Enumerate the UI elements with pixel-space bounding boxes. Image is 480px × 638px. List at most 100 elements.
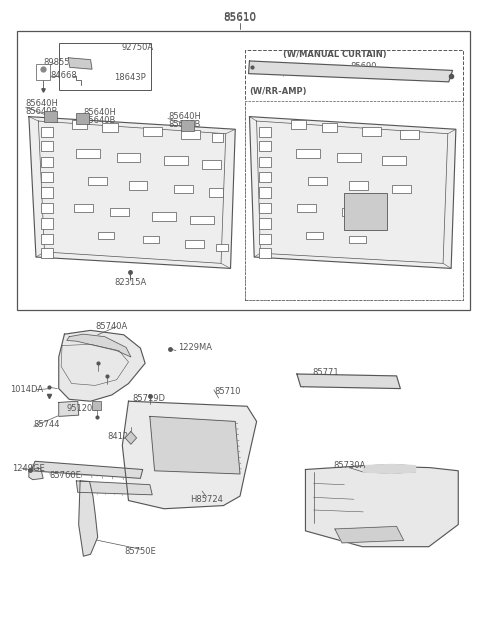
Bar	[259, 157, 271, 167]
Polygon shape	[29, 117, 235, 269]
Text: 1229MA: 1229MA	[179, 343, 212, 352]
Bar	[349, 235, 366, 243]
Bar	[17, 31, 470, 309]
Bar	[322, 123, 337, 132]
Text: 84129: 84129	[107, 431, 133, 440]
Polygon shape	[305, 466, 458, 547]
Bar	[92, 401, 101, 410]
Polygon shape	[76, 481, 152, 495]
Bar	[72, 121, 87, 130]
Bar	[59, 43, 151, 90]
Bar	[76, 149, 100, 158]
Bar	[342, 208, 361, 216]
Polygon shape	[363, 464, 416, 473]
Bar	[392, 185, 411, 193]
Text: 85710: 85710	[214, 387, 240, 396]
Text: 85640B: 85640B	[84, 116, 116, 125]
Bar	[97, 232, 114, 239]
Bar	[259, 188, 271, 198]
Text: 82315A: 82315A	[115, 278, 147, 288]
Text: 85730A: 85730A	[333, 461, 365, 470]
Bar	[41, 248, 53, 258]
Bar	[109, 208, 129, 216]
Text: 85690: 85690	[350, 61, 377, 71]
Bar	[259, 203, 271, 212]
Text: 85744: 85744	[34, 420, 60, 429]
Text: 1014DA: 1014DA	[10, 385, 43, 394]
Bar	[102, 123, 118, 132]
Bar	[209, 188, 223, 197]
Bar	[129, 181, 147, 189]
Bar	[337, 152, 361, 161]
Polygon shape	[335, 526, 404, 543]
Polygon shape	[125, 431, 137, 444]
Bar	[291, 121, 306, 130]
Bar	[400, 130, 420, 138]
Text: 92750A: 92750A	[122, 43, 154, 52]
Polygon shape	[59, 330, 145, 401]
Bar	[259, 128, 271, 137]
Bar	[152, 212, 176, 221]
Polygon shape	[59, 401, 79, 417]
Polygon shape	[250, 117, 456, 269]
Bar	[185, 240, 204, 248]
Bar	[202, 160, 221, 169]
Bar	[383, 156, 406, 165]
Polygon shape	[122, 401, 257, 508]
Text: 85740A: 85740A	[96, 322, 128, 331]
Bar	[41, 172, 53, 182]
Polygon shape	[150, 417, 240, 474]
Bar	[74, 204, 93, 212]
Bar	[212, 133, 223, 142]
Bar	[76, 113, 89, 124]
Bar	[349, 181, 368, 189]
Bar	[216, 244, 228, 251]
Bar	[259, 218, 271, 228]
Text: 85610: 85610	[224, 13, 256, 23]
Text: 85640H: 85640H	[168, 112, 201, 121]
Polygon shape	[249, 61, 453, 82]
Bar	[41, 157, 53, 167]
Bar	[164, 156, 188, 165]
Polygon shape	[31, 461, 143, 478]
Bar	[344, 193, 387, 230]
Bar	[41, 141, 53, 151]
Bar	[117, 152, 140, 161]
Bar	[41, 128, 53, 137]
Text: 95120C: 95120C	[66, 404, 98, 413]
Bar	[41, 188, 53, 198]
Bar	[41, 218, 53, 228]
Bar	[41, 203, 53, 212]
Bar	[174, 185, 192, 193]
Bar	[297, 204, 316, 212]
Text: 1249GE: 1249GE	[12, 464, 45, 473]
Bar	[88, 177, 107, 185]
Text: 85719D: 85719D	[132, 394, 166, 403]
Text: 85640B: 85640B	[168, 120, 200, 129]
Bar	[362, 127, 382, 136]
Bar	[308, 177, 327, 185]
Bar	[44, 111, 57, 122]
Bar	[259, 234, 271, 244]
Bar	[41, 234, 53, 244]
Bar	[259, 248, 271, 258]
Bar	[181, 120, 194, 131]
Bar	[143, 235, 159, 243]
Text: (W/MANUAL CURTAIN): (W/MANUAL CURTAIN)	[283, 50, 387, 59]
Bar	[245, 50, 463, 300]
Bar	[296, 149, 320, 158]
Bar	[259, 172, 271, 182]
Text: 85760E: 85760E	[49, 471, 81, 480]
Text: 89855B: 89855B	[43, 58, 75, 68]
Text: (W/RR-AMP): (W/RR-AMP)	[249, 87, 307, 96]
Polygon shape	[29, 468, 43, 480]
Text: 84668: 84668	[50, 71, 77, 80]
Polygon shape	[68, 58, 92, 69]
Polygon shape	[297, 374, 400, 389]
Text: 85771: 85771	[312, 368, 339, 377]
Bar	[143, 127, 162, 136]
Text: 85610: 85610	[224, 11, 256, 22]
Text: 85640H: 85640H	[84, 108, 116, 117]
Text: 85640H: 85640H	[25, 100, 59, 108]
Text: H85724: H85724	[190, 494, 223, 504]
